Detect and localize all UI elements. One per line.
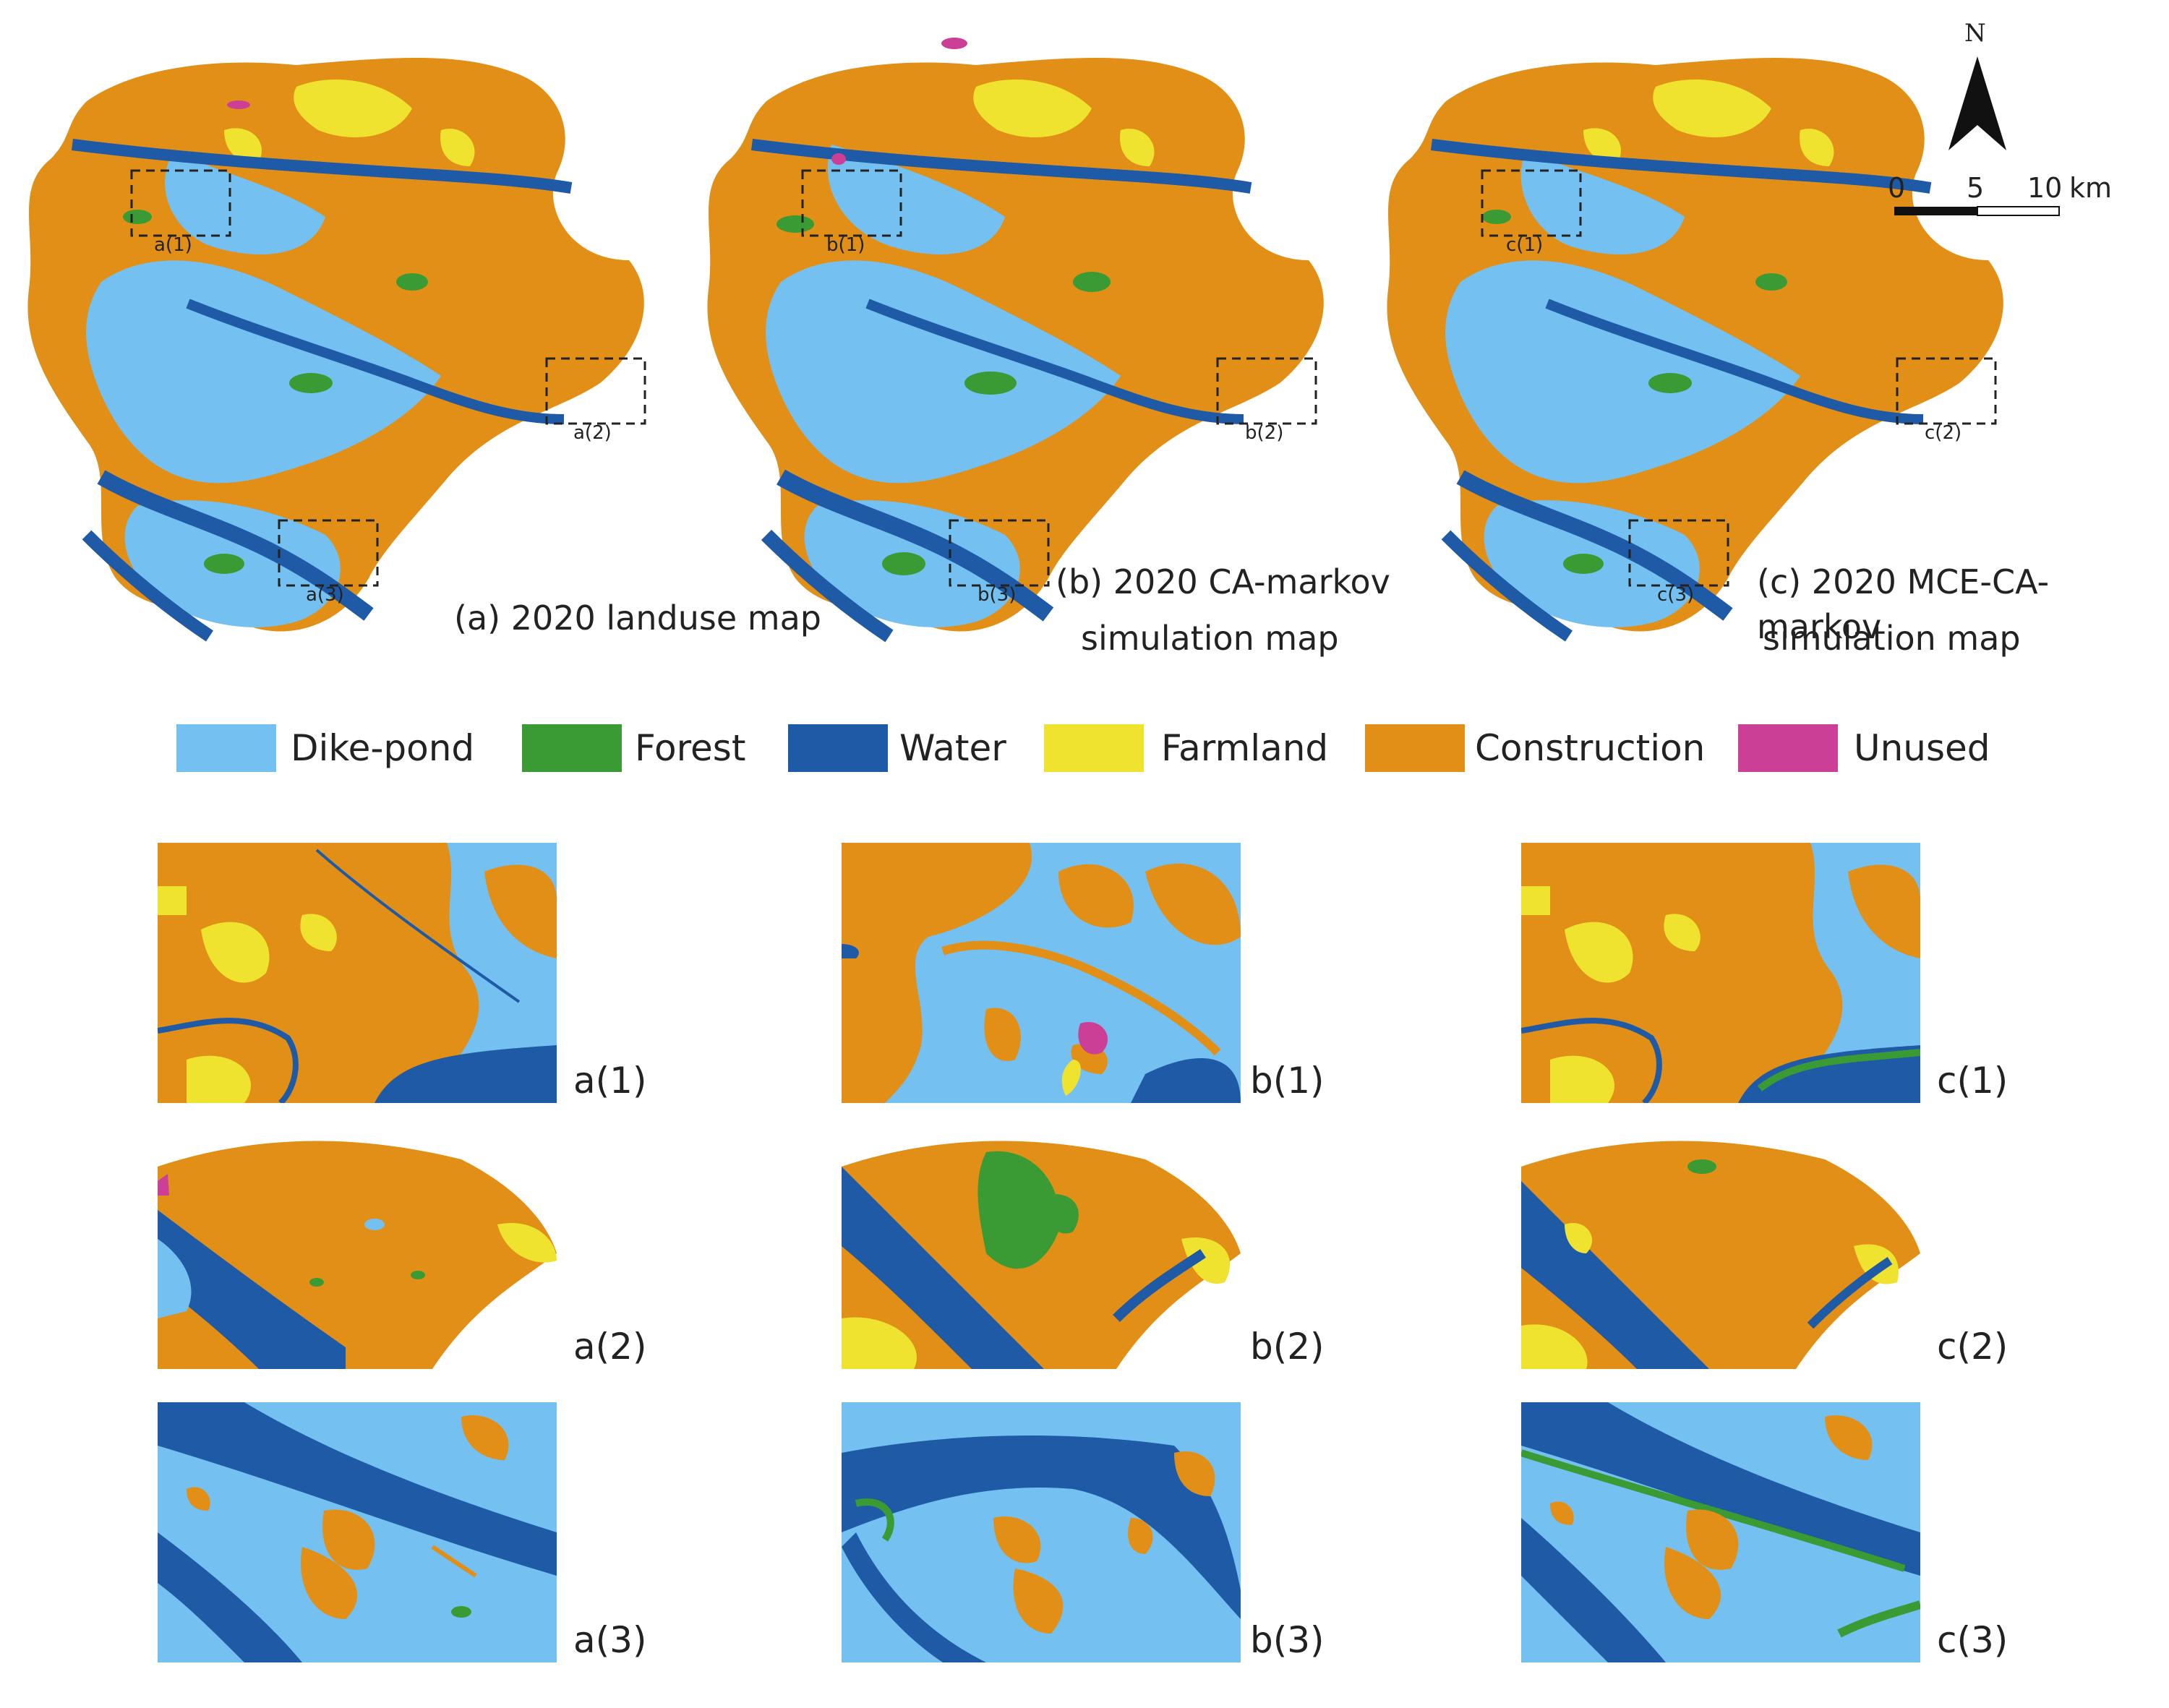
box-label-a2: a(2) bbox=[573, 422, 612, 444]
inset-b3 bbox=[842, 1402, 1241, 1662]
inset-b2 bbox=[842, 1138, 1241, 1369]
zoom-box-a3 bbox=[278, 519, 379, 587]
inset-label-c2: c(2) bbox=[1937, 1326, 2008, 1368]
box-label-b3: b(3) bbox=[977, 584, 1017, 606]
box-label-c1: c(1) bbox=[1506, 234, 1544, 256]
inset-a3 bbox=[158, 1402, 557, 1662]
landuse-map-c bbox=[1387, 58, 2003, 642]
scale-unit: km bbox=[2069, 172, 2113, 204]
legend-label-unused: Unused bbox=[1854, 727, 1990, 769]
map-b-caption-line1: (b) 2020 CA-markov bbox=[1056, 562, 1390, 601]
box-label-c3: c(3) bbox=[1657, 584, 1695, 606]
legend-label-farmland: Farmland bbox=[1161, 727, 1329, 769]
inset-label-a2: a(2) bbox=[573, 1326, 647, 1368]
inset-c2 bbox=[1521, 1138, 1920, 1369]
legend-swatch-dike-pond bbox=[176, 724, 276, 772]
box-label-b1: b(1) bbox=[826, 234, 865, 256]
inset-label-b2: b(2) bbox=[1250, 1326, 1325, 1368]
inset-c1 bbox=[1521, 843, 1920, 1103]
legend-label-forest: Forest bbox=[635, 727, 746, 769]
zoom-box-b2 bbox=[1216, 357, 1317, 425]
legend-swatch-construction bbox=[1365, 724, 1465, 772]
zoom-box-c2 bbox=[1896, 357, 1997, 425]
map-c-caption-line1: (c) 2020 MCE-CA-markov bbox=[1757, 562, 2050, 646]
inset-label-a3: a(3) bbox=[573, 1619, 647, 1661]
inset-b1 bbox=[842, 843, 1241, 1103]
inset-a2 bbox=[158, 1138, 557, 1369]
zoom-box-b1 bbox=[801, 169, 902, 237]
scale-tick-5: 5 bbox=[1967, 172, 1985, 204]
landuse-map-a bbox=[27, 58, 646, 642]
inset-label-c3: c(3) bbox=[1937, 1619, 2008, 1661]
legend-swatch-farmland bbox=[1044, 724, 1144, 772]
box-label-a1: a(1) bbox=[154, 234, 192, 256]
zoom-box-c3 bbox=[1628, 519, 1729, 587]
scale-bar bbox=[1894, 206, 2060, 216]
landuse-map-b bbox=[707, 38, 1324, 643]
box-label-c2: c(2) bbox=[1925, 422, 1962, 444]
map-a-caption: (a) 2020 landuse map bbox=[454, 598, 821, 638]
legend-swatch-unused bbox=[1738, 724, 1838, 772]
inset-label-a1: a(1) bbox=[573, 1060, 647, 1102]
inset-label-c1: c(1) bbox=[1937, 1060, 2008, 1102]
box-label-b2: b(2) bbox=[1245, 422, 1284, 444]
map-c-caption-line2: simulation map bbox=[1763, 619, 2021, 658]
map-b-caption-line2: simulation map bbox=[1081, 619, 1339, 658]
legend-swatch-forest bbox=[522, 724, 622, 772]
zoom-box-a2 bbox=[545, 357, 646, 425]
inset-label-b3: b(3) bbox=[1250, 1619, 1325, 1661]
box-label-a3: a(3) bbox=[306, 584, 344, 606]
legend-swatch-water bbox=[788, 724, 888, 772]
inset-a1 bbox=[158, 843, 557, 1103]
scale-tick-0: 0 bbox=[1888, 172, 1906, 204]
inset-c3 bbox=[1521, 1402, 1920, 1662]
north-arrow-icon bbox=[1948, 56, 2006, 150]
zoom-box-a1 bbox=[130, 169, 231, 237]
legend-label-construction: Construction bbox=[1475, 727, 1706, 769]
legend-label-water: Water bbox=[899, 727, 1006, 769]
scale-tick-10: 10 bbox=[2027, 172, 2063, 204]
inset-label-b1: b(1) bbox=[1250, 1060, 1325, 1102]
zoom-box-c1 bbox=[1481, 169, 1582, 237]
legend-label-dike-pond: Dike-pond bbox=[291, 727, 475, 769]
north-label: N bbox=[1964, 19, 1986, 48]
zoom-box-b3 bbox=[949, 519, 1050, 587]
